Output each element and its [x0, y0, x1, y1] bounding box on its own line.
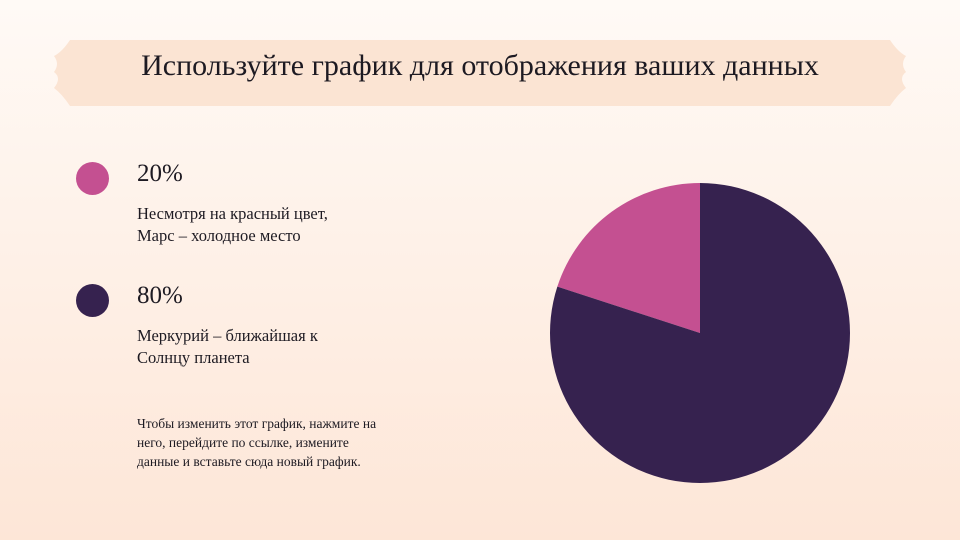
annotation: Чтобы изменить этот график, нажмите на н…	[137, 416, 377, 469]
value-label: 80%	[137, 282, 183, 309]
value-label: 20%	[137, 160, 183, 187]
chart-title: Используйте график для отображения ваших…	[141, 49, 819, 82]
pie-slice	[557, 183, 700, 333]
legend-swatch	[76, 284, 109, 317]
legend-swatch	[76, 162, 109, 195]
legend-label: Меркурий – ближайшая к Солнцу планета	[137, 326, 318, 367]
title-banner	[54, 40, 906, 106]
legend-label: Несмотря на красный цвет, Марс – холодно…	[137, 204, 328, 245]
pie-slice	[550, 183, 851, 483]
